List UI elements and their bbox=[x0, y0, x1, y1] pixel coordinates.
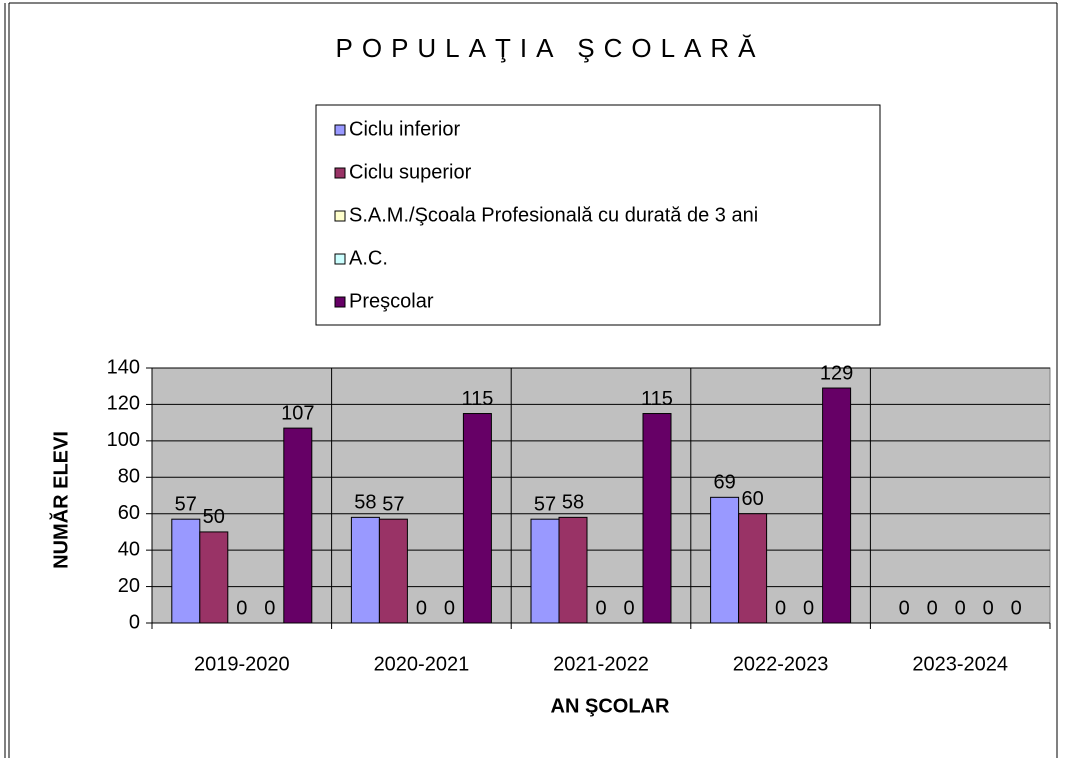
legend-swatch bbox=[334, 124, 346, 136]
bar bbox=[642, 413, 672, 624]
legend-label: Preşcolar bbox=[349, 290, 434, 312]
x-tick-label: 2020-2021 bbox=[374, 653, 470, 675]
y-tick-label: 120 bbox=[107, 393, 140, 415]
y-tick-label: 80 bbox=[118, 466, 140, 488]
bar bbox=[199, 531, 229, 624]
value-label: 129 bbox=[820, 362, 853, 384]
value-label: 50 bbox=[203, 506, 225, 528]
legend bbox=[315, 104, 881, 326]
legend-label: Ciclu inferior bbox=[349, 118, 460, 140]
legend-swatch bbox=[334, 167, 346, 179]
value-label: 57 bbox=[534, 493, 556, 515]
value-label: 57 bbox=[382, 493, 404, 515]
value-label: 0 bbox=[983, 597, 994, 619]
x-tick-label: 2019-2020 bbox=[194, 653, 290, 675]
value-label: 0 bbox=[623, 597, 634, 619]
bar bbox=[350, 516, 380, 624]
value-label: 0 bbox=[899, 597, 910, 619]
value-label: 115 bbox=[461, 388, 493, 410]
x-tick-label: 2021-2022 bbox=[553, 653, 649, 675]
value-label: 0 bbox=[416, 597, 427, 619]
value-label: 0 bbox=[595, 597, 606, 619]
bar bbox=[462, 413, 492, 624]
value-label: 0 bbox=[264, 597, 275, 619]
bar bbox=[710, 496, 740, 624]
x-tick-label: 2023-2024 bbox=[912, 653, 1008, 675]
y-tick-label: 60 bbox=[118, 502, 140, 524]
y-tick-label: 0 bbox=[129, 611, 140, 633]
x-axis-label: AN ŞCOLAR bbox=[551, 695, 670, 717]
value-label: 69 bbox=[713, 472, 735, 494]
value-label: 0 bbox=[1011, 597, 1022, 619]
bar bbox=[171, 518, 201, 624]
legend-label: Ciclu superior bbox=[349, 161, 472, 183]
value-label: 58 bbox=[562, 492, 584, 514]
bar bbox=[738, 513, 768, 624]
legend-swatch bbox=[334, 253, 346, 265]
bar bbox=[378, 518, 408, 624]
value-label: 0 bbox=[236, 597, 247, 619]
legend-label: A.C. bbox=[349, 247, 388, 269]
value-label: 107 bbox=[281, 402, 314, 424]
value-label: 58 bbox=[354, 492, 376, 514]
bar bbox=[530, 518, 560, 624]
y-tick-label: 20 bbox=[118, 575, 140, 597]
value-label: 115 bbox=[641, 388, 673, 410]
legend-swatch bbox=[334, 296, 346, 308]
value-label: 0 bbox=[955, 597, 966, 619]
value-label: 0 bbox=[444, 597, 455, 619]
legend-label: S.A.M./Şcoala Profesională cu durată de … bbox=[349, 204, 758, 226]
y-tick-label: 140 bbox=[107, 356, 140, 378]
legend-swatch bbox=[334, 210, 346, 222]
value-label: 57 bbox=[175, 493, 197, 515]
bar bbox=[822, 387, 852, 624]
y-tick-label: 40 bbox=[118, 538, 140, 560]
value-label: 0 bbox=[927, 597, 938, 619]
value-label: 0 bbox=[775, 597, 786, 619]
bar bbox=[558, 516, 588, 624]
bar bbox=[283, 427, 313, 624]
value-label: 0 bbox=[803, 597, 814, 619]
y-axis-label: NUMĂR ELEVI bbox=[49, 431, 72, 569]
value-label: 60 bbox=[741, 488, 763, 510]
y-tick-label: 100 bbox=[107, 429, 140, 451]
x-tick-label: 2022-2023 bbox=[733, 653, 829, 675]
chart-title: POPULAŢIA ŞCOLARĂ bbox=[336, 33, 765, 63]
